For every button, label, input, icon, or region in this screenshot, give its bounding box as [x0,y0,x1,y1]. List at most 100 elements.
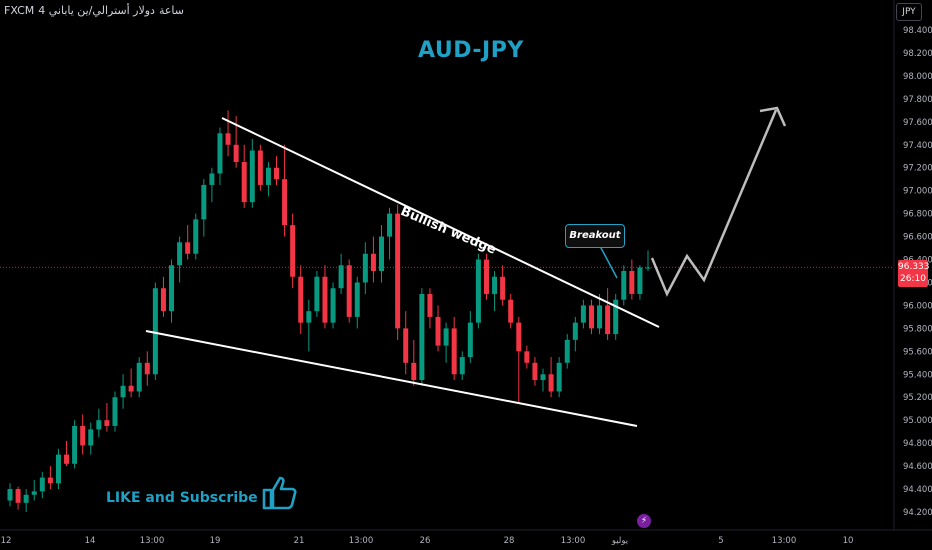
candle-body [427,293,433,317]
candle-body [298,276,304,323]
candle-body [241,161,247,203]
candle-body [419,293,425,381]
candle-body [338,265,344,289]
candle-body [588,305,594,329]
price-tick: 95.800 [903,324,932,334]
drawings [145,106,787,427]
time-tick: 21 [294,536,305,546]
time-tick: 13:00 [349,536,374,546]
candle-body [185,242,191,254]
candle-body [120,385,126,398]
time-axis: 12 14 13:00 19 21 13:00 26 28 13:00 يوليو 5 13:00 10 [1,536,854,546]
candle-body [459,357,465,375]
price-tick: 94.200 [903,508,932,518]
candle-body [597,305,603,329]
price-tick: 95.600 [903,347,932,357]
candle-body [330,288,336,323]
candle-body [346,265,352,317]
candle-body [605,305,611,335]
candle-body [613,299,619,335]
candle-body [378,236,384,271]
candle-body [7,489,13,501]
price-tick: 95.200 [903,393,932,403]
candle-body [314,276,320,312]
candle-body [152,288,158,375]
thumbs-up-icon [262,476,297,510]
candle-body [290,225,296,277]
candle-body [39,477,45,492]
time-tick: 12 [1,536,12,546]
candle-body [112,397,118,426]
candle-body [532,362,538,381]
candle-body [483,259,489,294]
symbol-header[interactable]: FXCM 4 ساعةدولار أسترالي/ين ياباني [4,4,188,17]
price-tick: 94.600 [903,462,932,472]
price-tick: 96.000 [903,301,932,311]
candle-body [72,425,78,464]
candle-body [492,276,498,294]
candle-body [136,362,142,392]
candle-body [451,328,457,375]
candle-body [80,425,86,446]
price-tick: 96.800 [903,210,932,220]
time-tick: 14 [85,536,96,546]
candle-body [55,454,61,484]
candle-body [435,316,441,346]
grid [0,0,932,531]
time-tick: 5 [718,536,723,546]
candle-body [540,374,546,381]
wedge-upper-line [221,117,660,328]
candle-body [306,311,312,323]
candle-body [443,328,449,346]
candle-body [387,213,393,237]
price-tick: 94.800 [903,439,932,449]
price-tick: 97.600 [903,118,932,128]
price-tick: 98.400 [903,26,932,36]
time-tick: يوليو [611,536,629,546]
candle-body [403,328,409,363]
candle-body [217,133,223,174]
breakout-callout: Breakout [565,224,625,248]
candle-body [282,179,288,226]
candle-body [193,219,199,254]
candle-body [564,339,570,363]
candle-body [64,454,70,464]
time-tick: 13:00 [561,536,586,546]
candle-body [370,253,376,271]
price-tick: 97.400 [903,141,932,151]
candle-body [265,167,271,185]
candle-body [15,489,21,503]
time-tick: 19 [210,536,221,546]
interval-label: 4 ساعة [38,4,184,17]
symbol-label: دولار أسترالي/ين ياباني [48,4,155,17]
price-tick: 96.600 [903,233,932,243]
time-tick: 28 [504,536,515,546]
projection-arrowhead [759,106,787,127]
candle-body [144,362,150,375]
candle-body [411,362,417,381]
candle-body [23,494,29,503]
candle-body [556,362,562,392]
candle-body [354,282,360,317]
candle-body [362,253,368,283]
price-tick: 94.400 [903,485,932,495]
broker-label: FXCM [4,4,35,17]
candle-body [177,242,183,266]
candle-body [209,173,215,185]
candle-body [47,477,53,484]
price-tick: 95.400 [903,370,932,380]
candle-body [160,288,166,312]
candle-body [31,491,37,495]
projection-path [650,109,778,297]
currency-badge[interactable]: JPY [896,3,922,21]
wedge-lower-line [145,330,638,427]
candle-body [322,276,328,323]
time-tick: 10 [843,536,854,546]
candle-body [274,167,280,180]
lightning-icon[interactable]: ⚡ [637,514,651,528]
candle-body [467,322,473,358]
candle-body [629,271,635,294]
price-tick: 95.000 [903,416,932,426]
candle-body [233,144,239,162]
